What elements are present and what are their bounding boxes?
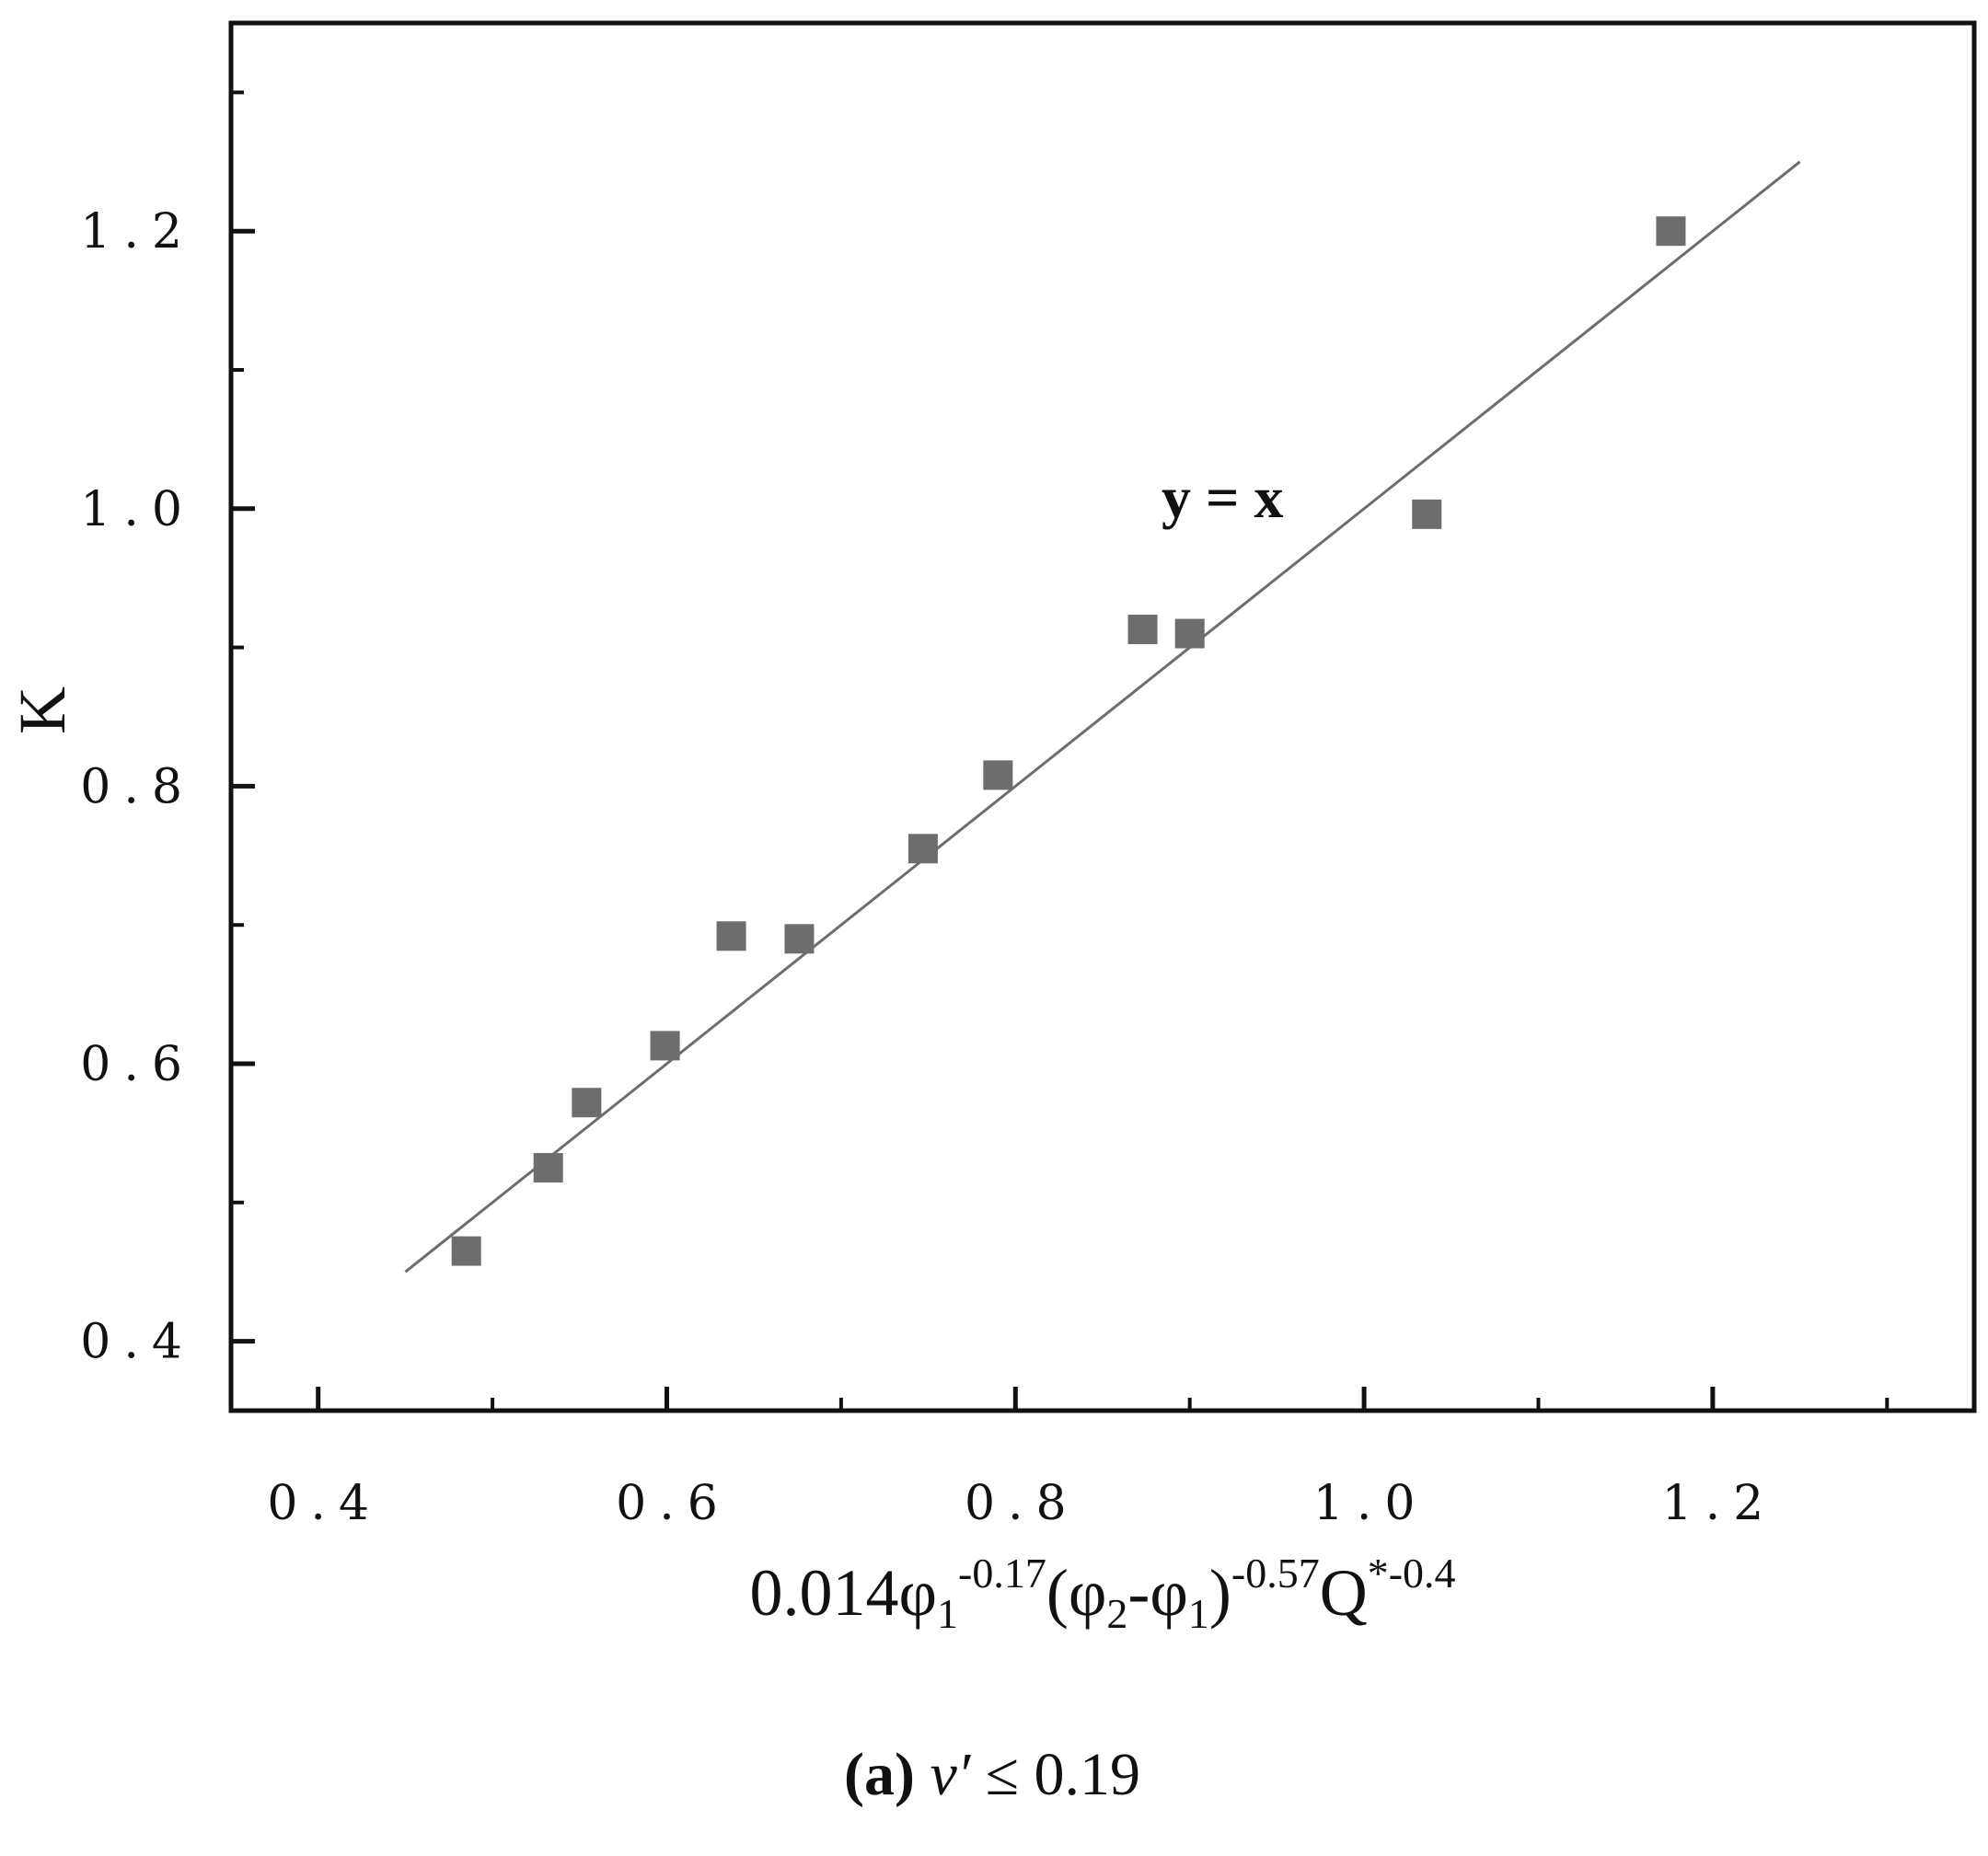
x-axis-title-mid1: (φ [1046, 1556, 1107, 1630]
x-tick-label: 0.6 [616, 1476, 731, 1531]
x-tick-label: 0.8 [965, 1476, 1080, 1531]
x-axis-title-sub3: 1 [1188, 1590, 1209, 1637]
y-tick-label: 0.4 [80, 1315, 195, 1370]
y-tick-label: 1.2 [80, 204, 195, 259]
caption-space [915, 1741, 930, 1808]
data-point-12 [1656, 216, 1686, 247]
data-point-2 [533, 1153, 563, 1183]
caption-letter: (a) [844, 1741, 915, 1808]
data-point-5 [716, 921, 746, 951]
x-axis-title-base: 0.014φ [749, 1556, 937, 1630]
data-point-10 [1174, 618, 1205, 649]
figure-caption: (a) v′ ≤ 0.19 [844, 1741, 1140, 1808]
x-axis-title-sub1: 1 [937, 1590, 958, 1637]
x-axis-title-sub2: 2 [1106, 1590, 1127, 1637]
reference-line-layer [404, 160, 1801, 1274]
x-axis-title-mid4: Q [1320, 1556, 1368, 1630]
x-tick-label: 1.0 [1313, 1476, 1428, 1531]
reference-line-label: y = x [1162, 465, 1283, 530]
x-axis-title-sup3: *-0.4 [1368, 1550, 1456, 1597]
y-tick-label: 0.6 [80, 1037, 195, 1092]
data-point-9 [1127, 614, 1158, 644]
reference-line [404, 160, 1801, 1274]
x-axis-title-sup2: -0.57 [1231, 1550, 1320, 1597]
data-point-1 [451, 1236, 481, 1266]
x-axis-title-mid2: -φ [1127, 1556, 1188, 1630]
caption-condition: ≤ 0.19 [970, 1741, 1140, 1808]
x-axis-title-mid3: ) [1209, 1556, 1231, 1630]
x-axis-title-sup1: -0.17 [958, 1550, 1046, 1597]
caption-variable: v′ [930, 1741, 972, 1808]
y-tick-label: 0.8 [80, 759, 195, 814]
data-point-6 [784, 924, 815, 954]
data-point-4 [650, 1031, 680, 1061]
data-point-3 [572, 1088, 602, 1118]
data-point-11 [1412, 499, 1442, 529]
data-points [451, 216, 1686, 1266]
y-tick-label: 1.0 [80, 482, 195, 537]
plot-frame [228, 20, 1977, 1413]
x-axis-title: 0.014φ1-0.17(φ2-φ1)-0.57Q*-0.4 [749, 1550, 1455, 1637]
y-axis-ticks: 0.4 0.6 0.8 1.0 1.2 [80, 90, 255, 1370]
x-axis-ticks: 0.4 0.6 0.8 1.0 1.2 [267, 1387, 1890, 1531]
x-tick-label: 0.4 [267, 1476, 382, 1531]
x-tick-label: 1.2 [1662, 1476, 1777, 1531]
data-point-8 [983, 760, 1013, 790]
data-point-7 [907, 834, 938, 864]
y-axis-title: K [6, 686, 79, 734]
